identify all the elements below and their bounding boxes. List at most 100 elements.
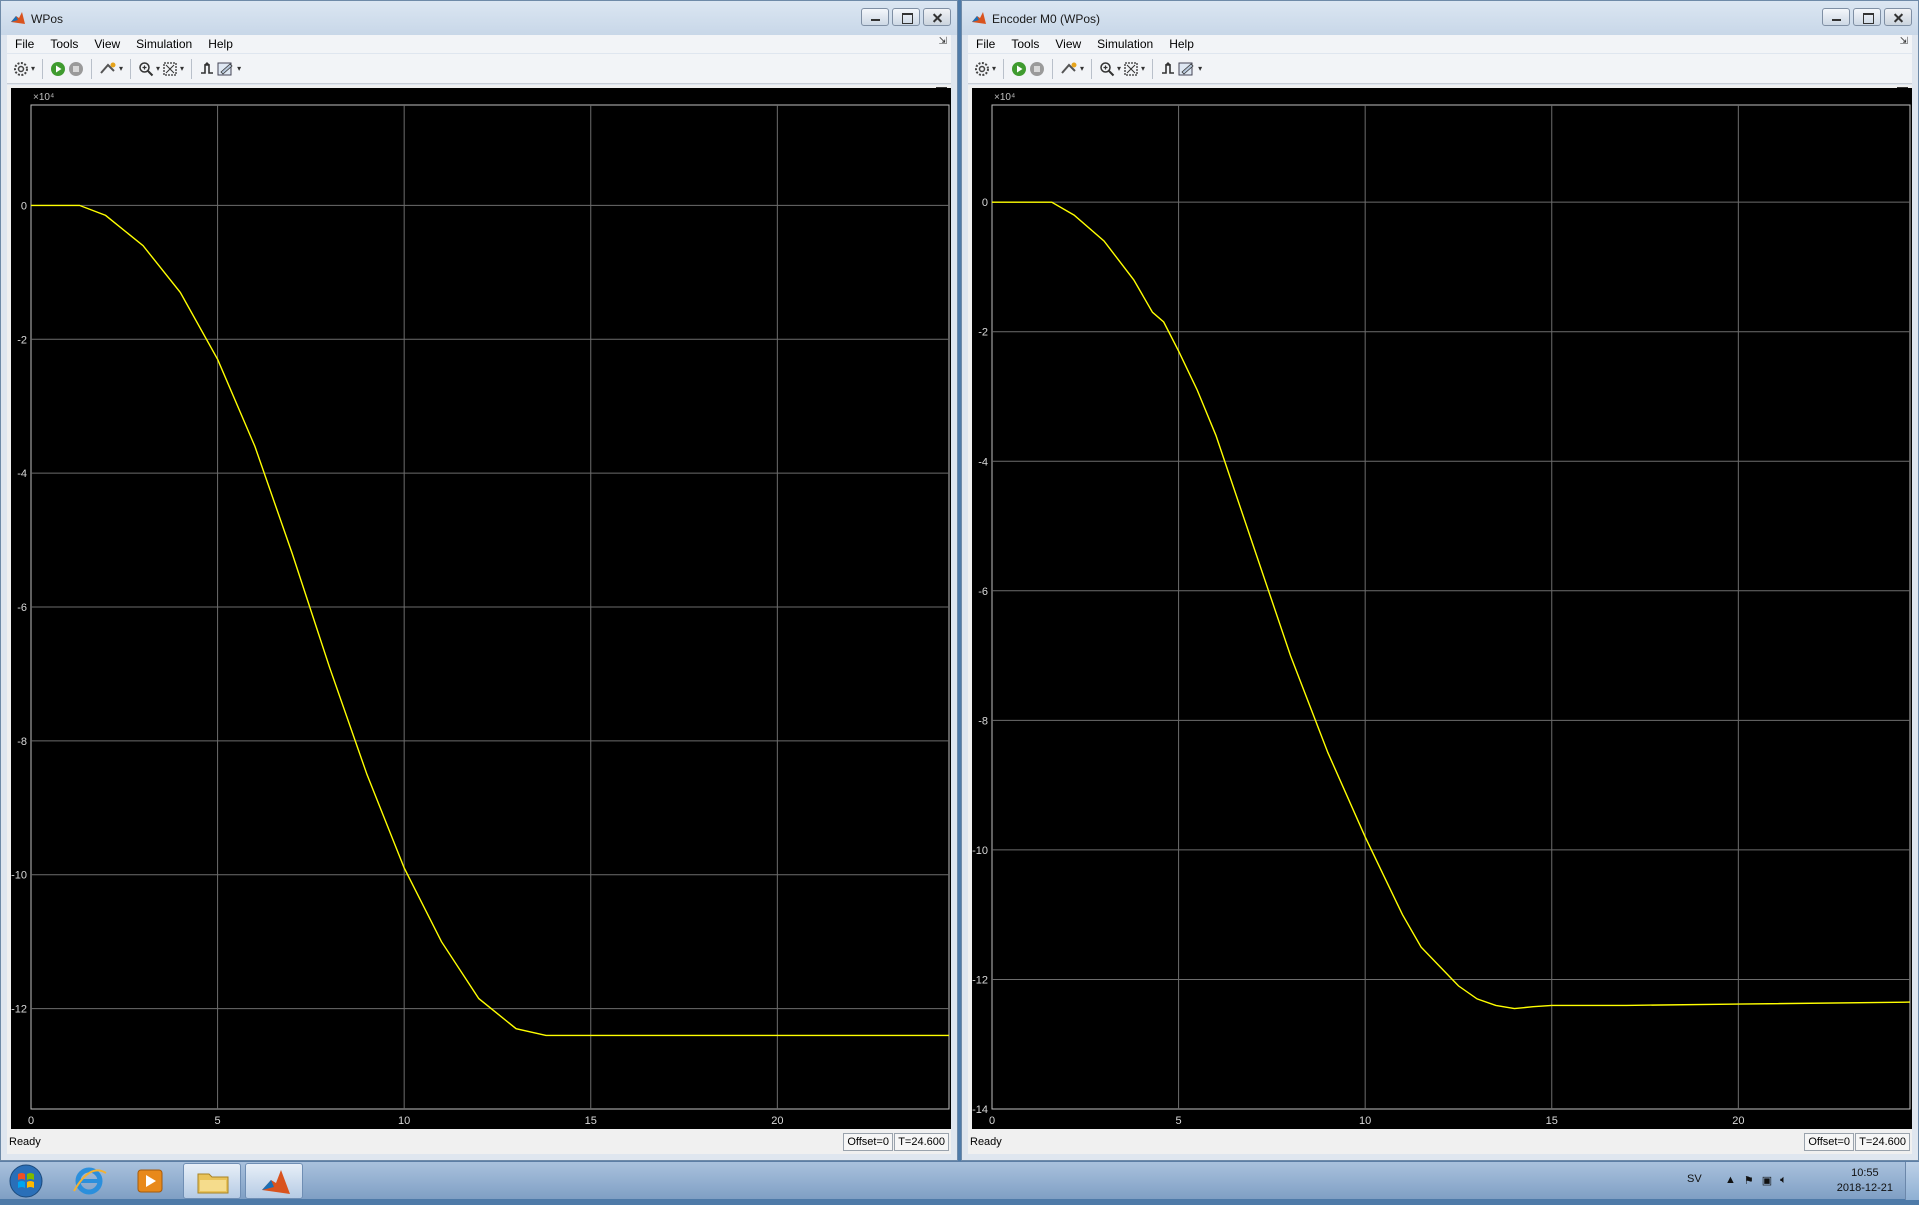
menu-help[interactable]: Help — [208, 37, 233, 51]
highlight-block-icon — [1061, 62, 1077, 74]
menu-tools[interactable]: Tools — [50, 37, 79, 51]
time-readout: T=24.600 — [1855, 1133, 1910, 1151]
trigger-icon — [1162, 61, 1175, 74]
menu-view[interactable]: View — [94, 37, 121, 51]
menu-tools[interactable]: Tools — [1011, 37, 1040, 51]
plot-area: 0 5 10 15 20 0 -2 -4 -6 -8 -10 -12 -14 ×10⁴ — [968, 85, 1912, 1130]
zoom-in-icon — [139, 61, 154, 76]
scope-chart: 0 5 10 15 20 0 -2 -4 -6 -8 -10 -12 ×10⁴ — [11, 92, 950, 1127]
style-button[interactable]: ▾ — [217, 59, 241, 79]
network-icon[interactable]: ▣ — [1761, 1175, 1773, 1187]
status-bar: Ready Offset=0 T=24.600 — [7, 1130, 951, 1154]
menu-bar: File Tools View Simulation Help ⇲ — [968, 35, 1912, 53]
y-tick-label: -4 — [978, 456, 988, 468]
status-bar: Ready Offset=0 T=24.600 — [968, 1130, 1912, 1154]
style-edit-icon — [217, 62, 233, 75]
x-tick-label: 5 — [215, 1115, 221, 1127]
stop-button[interactable] — [68, 59, 84, 79]
menu-simulation[interactable]: Simulation — [1097, 37, 1154, 51]
menu-view[interactable]: View — [1055, 37, 1082, 51]
settings-button[interactable]: ▾ — [974, 59, 996, 79]
pin-icon[interactable]: ⇲ — [938, 36, 947, 47]
autoscale-button[interactable]: ▾ — [1123, 59, 1145, 79]
folder-icon — [197, 1173, 229, 1194]
x-tick-label: 20 — [1732, 1115, 1744, 1127]
y-tick-label: -14 — [972, 1104, 988, 1116]
system-tray: SV ▲ ⚑ ▣ 🔈︎ 10:55 2018-12-21 — [1679, 1162, 1919, 1200]
menu-simulation[interactable]: Simulation — [136, 37, 193, 51]
maximize-button[interactable] — [892, 8, 920, 26]
windows-start-icon — [9, 1164, 43, 1198]
scope-display[interactable]: 0 5 10 15 20 0 -2 -4 -6 -8 -10 -12 ×10⁴ — [11, 88, 951, 1129]
x-tick-label: 0 — [28, 1115, 34, 1127]
trigger-icon — [201, 61, 214, 74]
minimize-button[interactable] — [861, 8, 889, 26]
y-tick-label: -10 — [972, 845, 988, 857]
settings-button[interactable]: ▾ — [13, 59, 35, 79]
clock-time: 10:55 — [1851, 1167, 1879, 1179]
highlight-button[interactable]: ▾ — [1060, 59, 1084, 79]
matlab-icon — [11, 12, 25, 24]
x-tick-label: 10 — [398, 1115, 410, 1127]
zoom-button[interactable]: ▾ — [138, 59, 160, 79]
show-desktop-button[interactable] — [1905, 1162, 1919, 1200]
pin-icon[interactable]: ⇲ — [1899, 36, 1908, 47]
x-tick-label: 15 — [1546, 1115, 1558, 1127]
gear-icon — [975, 61, 989, 76]
show-hidden-icons-icon[interactable]: ▲ — [1725, 1174, 1736, 1186]
signal-trace — [992, 201, 1911, 1010]
stop-icon — [1030, 61, 1045, 76]
zoom-button[interactable]: ▾ — [1099, 59, 1121, 79]
title-bar[interactable]: Encoder M0 (WPos) — [962, 1, 1918, 35]
trigger-button[interactable] — [1160, 59, 1176, 79]
matlab-icon — [262, 1170, 290, 1194]
offset-readout: Offset=0 — [1804, 1133, 1854, 1151]
taskbar-media-player[interactable] — [121, 1163, 179, 1199]
toolbar: ▾ ▾ ▾ ▾ ▾ — [968, 54, 1912, 84]
plot-frame — [991, 104, 1911, 1110]
clock[interactable]: 10:55 2018-12-21 — [1837, 1166, 1893, 1196]
action-center-flag-icon[interactable]: ⚑ — [1743, 1175, 1754, 1187]
taskbar-matlab[interactable] — [245, 1163, 303, 1199]
y-tick-label: -12 — [11, 1004, 27, 1016]
y-tick-label: -2 — [17, 334, 27, 346]
exponent-label: ×10⁴ — [33, 92, 54, 103]
style-button[interactable]: ▾ — [1178, 59, 1202, 79]
trigger-button[interactable] — [199, 59, 215, 79]
scope-window-wpos[interactable]: WPos File Tools View Simulation Help ⇲ ▾… — [0, 0, 958, 1161]
offset-readout: Offset=0 — [843, 1133, 893, 1151]
volume-icon[interactable]: 🔈︎ — [1780, 1174, 1787, 1186]
x-tick-label: 5 — [1176, 1115, 1182, 1127]
start-button[interactable] — [4, 1164, 48, 1198]
y-tick-label: -10 — [11, 870, 27, 882]
highlight-button[interactable]: ▾ — [99, 59, 123, 79]
stop-button[interactable] — [1029, 59, 1045, 79]
run-button[interactable] — [50, 59, 66, 79]
status-text: Ready — [9, 1136, 41, 1148]
time-readout: T=24.600 — [894, 1133, 949, 1151]
close-button[interactable] — [1884, 8, 1912, 26]
close-button[interactable] — [923, 8, 951, 26]
signal-trace — [31, 204, 949, 1037]
scope-display[interactable]: 0 5 10 15 20 0 -2 -4 -6 -8 -10 -12 -14 ×10⁴ — [972, 88, 1912, 1129]
run-button[interactable] — [1011, 59, 1027, 79]
menu-help[interactable]: Help — [1169, 37, 1194, 51]
title-bar[interactable]: WPos — [1, 1, 957, 35]
x-tick-label: 15 — [585, 1115, 597, 1127]
y-tick-label: -8 — [17, 736, 27, 748]
taskbar-internet-explorer[interactable] — [60, 1163, 118, 1199]
taskbar: SV ▲ ⚑ ▣ 🔈︎ 10:55 2018-12-21 — [0, 1161, 1919, 1200]
maximize-button[interactable] — [1853, 8, 1881, 26]
minimize-button[interactable] — [1822, 8, 1850, 26]
clock-date: 2018-12-21 — [1836, 1182, 1893, 1194]
autoscale-button[interactable]: ▾ — [162, 59, 184, 79]
stop-icon — [69, 61, 84, 76]
y-tick-label: 0 — [21, 200, 27, 212]
taskbar-file-explorer[interactable] — [183, 1163, 241, 1199]
scope-window-encoder-m0[interactable]: Encoder M0 (WPos) File Tools View Simula… — [961, 0, 1919, 1161]
play-icon — [51, 61, 66, 76]
menu-file[interactable]: File — [976, 37, 996, 51]
menu-file[interactable]: File — [15, 37, 35, 51]
x-tick-label: 10 — [1359, 1115, 1371, 1127]
language-indicator[interactable]: SV — [1687, 1173, 1702, 1185]
